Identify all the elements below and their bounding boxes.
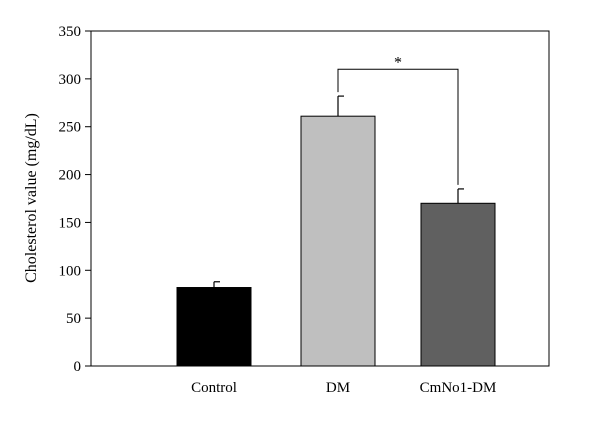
- bar-control: [176, 287, 252, 367]
- y-tick-label-200: 200: [59, 168, 82, 184]
- y-axis-ticks: [85, 30, 91, 367]
- error-bars: [213, 95, 464, 288]
- x-tick-label-control: Control: [191, 380, 237, 396]
- bar-cmno1-dm: [420, 202, 496, 367]
- x-tick-label-cmno1-dm: CmNo1-DM: [420, 380, 497, 396]
- y-tick-label-50: 50: [66, 311, 81, 327]
- y-tick-label-100: 100: [59, 263, 82, 279]
- x-axis-tick-labels: Control DM CmNo1-DM: [191, 380, 496, 396]
- y-tick-label-350: 350: [59, 24, 82, 40]
- bars: [176, 115, 496, 367]
- y-tick-label-150: 150: [59, 215, 82, 231]
- y-tick-label-0: 0: [74, 359, 82, 375]
- y-tick-label-250: 250: [59, 120, 82, 136]
- x-tick-label-dm: DM: [326, 380, 350, 396]
- significance-bracket-line: [337, 68, 459, 185]
- significance-bracket: *: [337, 54, 459, 185]
- bar-dm: [300, 115, 376, 367]
- y-tick-label-300: 300: [59, 72, 82, 88]
- significance-star: *: [394, 54, 402, 71]
- y-axis-title: Cholesterol value (mg/dL): [23, 113, 40, 283]
- y-axis-tick-labels: 0 50 100 150 200 250 300 350: [59, 24, 82, 375]
